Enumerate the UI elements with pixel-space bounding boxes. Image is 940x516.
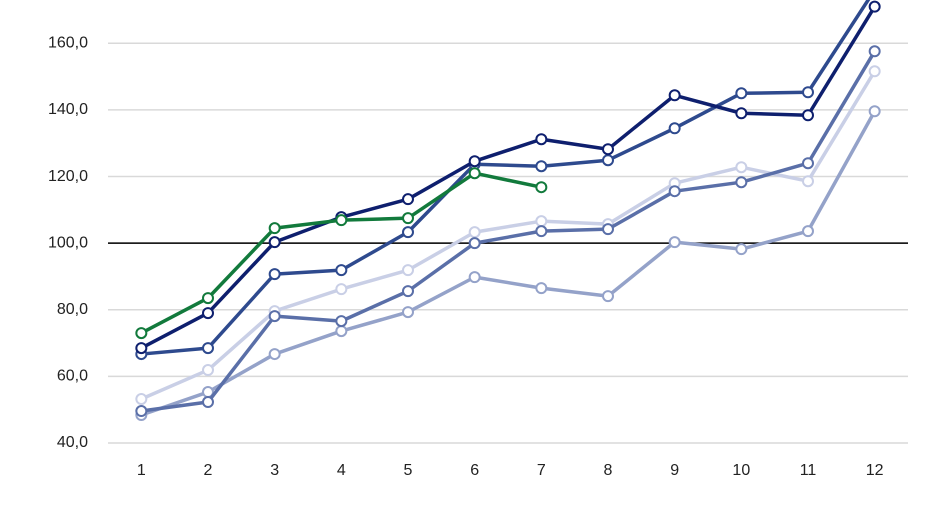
data-point <box>602 154 614 167</box>
y-tick-label: 160,0 <box>48 35 88 52</box>
data-point <box>535 225 548 238</box>
data-point <box>335 283 348 296</box>
data-point <box>868 65 881 78</box>
x-tick-label: 4 <box>337 462 346 479</box>
x-tick-label: 12 <box>866 462 884 479</box>
series-line <box>140 110 877 417</box>
x-tick-label: 11 <box>800 462 817 479</box>
y-tick-label: 60,0 <box>57 368 88 385</box>
x-tick-label: 10 <box>732 462 750 479</box>
x-tick-label: 9 <box>670 462 679 479</box>
y-tick-label: 40,0 <box>57 434 88 451</box>
x-tick-label: 7 <box>537 462 546 479</box>
series-line <box>141 50 877 413</box>
data-point <box>468 226 481 239</box>
y-tick-label: 100,0 <box>48 234 88 251</box>
data-point <box>468 237 481 250</box>
data-point <box>135 393 148 406</box>
data-point <box>802 225 814 238</box>
data-point <box>535 160 548 173</box>
data-point <box>202 396 214 409</box>
data-point <box>402 226 414 239</box>
data-point <box>735 107 748 120</box>
series-line <box>140 5 877 350</box>
data-point <box>202 342 214 355</box>
data-point <box>602 290 614 303</box>
data-point <box>135 327 148 340</box>
x-tick-label: 3 <box>270 462 279 479</box>
data-point <box>468 271 481 284</box>
y-tick-label: 80,0 <box>57 301 88 318</box>
data-point <box>602 143 614 156</box>
data-point <box>202 292 214 305</box>
plot-area <box>135 0 881 422</box>
x-tick-label: 2 <box>204 462 213 479</box>
data-point <box>335 325 348 338</box>
data-point <box>402 212 414 225</box>
data-point <box>668 122 681 135</box>
data-point <box>535 133 548 146</box>
data-point <box>402 193 414 206</box>
data-point <box>402 264 414 277</box>
data-point <box>535 215 548 228</box>
data-point <box>868 0 881 13</box>
data-point <box>335 214 348 227</box>
series-line <box>141 0 871 356</box>
x-tick-label: 1 <box>137 462 146 479</box>
data-point <box>268 222 281 235</box>
data-point <box>802 109 814 122</box>
data-point <box>802 157 814 170</box>
data-point <box>468 167 481 180</box>
data-point <box>202 364 214 377</box>
x-tick-label: 8 <box>604 462 613 479</box>
data-point <box>335 315 348 328</box>
data-point <box>468 155 481 168</box>
data-point <box>735 176 748 189</box>
data-point <box>868 45 881 58</box>
data-point <box>535 282 548 295</box>
x-tick-label: 6 <box>470 462 479 479</box>
data-point <box>268 236 281 249</box>
data-point <box>535 181 548 194</box>
data-point <box>202 307 214 320</box>
data-point <box>135 405 148 418</box>
data-point <box>268 310 281 323</box>
data-point <box>802 86 814 99</box>
data-point <box>735 243 748 256</box>
y-tick-label: 120,0 <box>48 168 88 185</box>
data-point <box>802 175 814 188</box>
data-point <box>268 268 281 281</box>
series-line <box>140 70 877 401</box>
data-point <box>735 161 748 174</box>
x-tick-label: 5 <box>404 462 413 479</box>
y-tick-label: 140,0 <box>48 101 88 118</box>
data-point <box>135 342 148 355</box>
data-point <box>668 185 681 198</box>
data-point <box>402 285 414 298</box>
data-point <box>335 264 348 277</box>
data-point <box>868 105 881 118</box>
data-point <box>668 89 681 102</box>
data-point <box>402 306 414 319</box>
data-point <box>735 87 748 100</box>
data-point <box>668 236 681 249</box>
data-point <box>268 348 281 361</box>
data-point <box>602 223 614 236</box>
